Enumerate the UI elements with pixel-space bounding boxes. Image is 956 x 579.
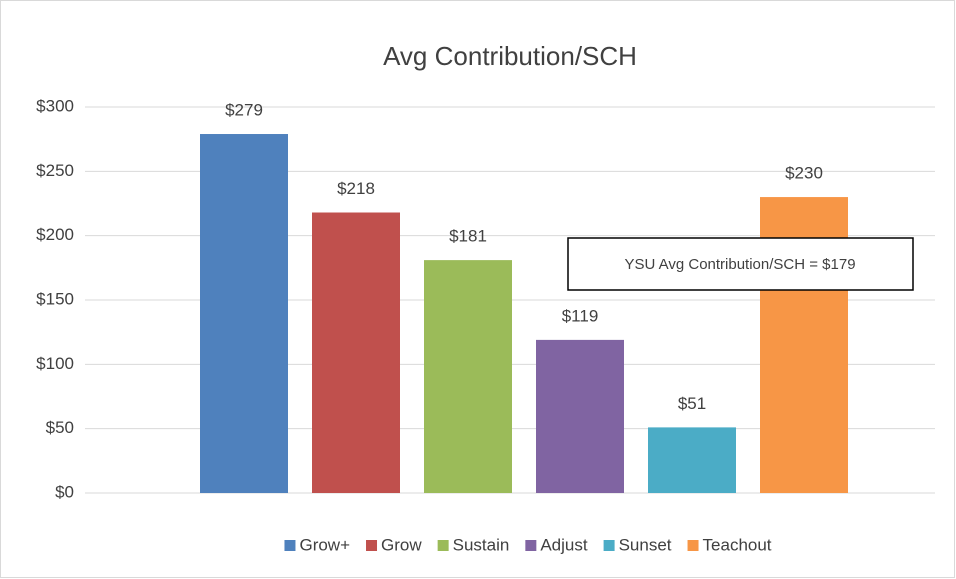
bar [312,212,400,494]
data-label: $230 [785,164,823,183]
y-tick-label: $300 [36,96,74,115]
y-tick-label: $150 [36,289,74,308]
legend-label: Sunset [619,535,672,554]
bar [536,339,624,493]
data-label: $119 [562,306,599,325]
legend-label: Grow+ [299,535,350,554]
legend-swatch [366,540,378,551]
data-label: $279 [225,101,263,120]
y-tick-label: $100 [36,354,74,373]
y-tick-label: $0 [55,482,74,501]
data-label: $51 [678,394,706,413]
bar [648,427,736,493]
bar [200,134,288,493]
legend-label: Sustain [453,535,510,554]
y-tick-label: $50 [46,418,74,437]
legend-swatch [603,540,615,551]
data-label: $218 [337,179,375,198]
legend-swatch [437,540,449,551]
annotation-box [567,237,914,291]
legend-label: Teachout [703,535,772,554]
chart-title: Avg Contribution/SCH [383,41,637,71]
y-tick-label: $250 [36,161,74,180]
legend-swatch [284,540,296,551]
legend-swatch [687,540,699,551]
annotation: YSU Avg Contribution/SCH = $179 [624,256,855,273]
legend-label: Adjust [540,535,588,554]
legend-swatch [525,540,537,551]
y-tick-label: $200 [36,225,74,244]
data-label: $181 [449,227,487,246]
bar [424,260,512,493]
legend-label: Grow [381,535,422,554]
